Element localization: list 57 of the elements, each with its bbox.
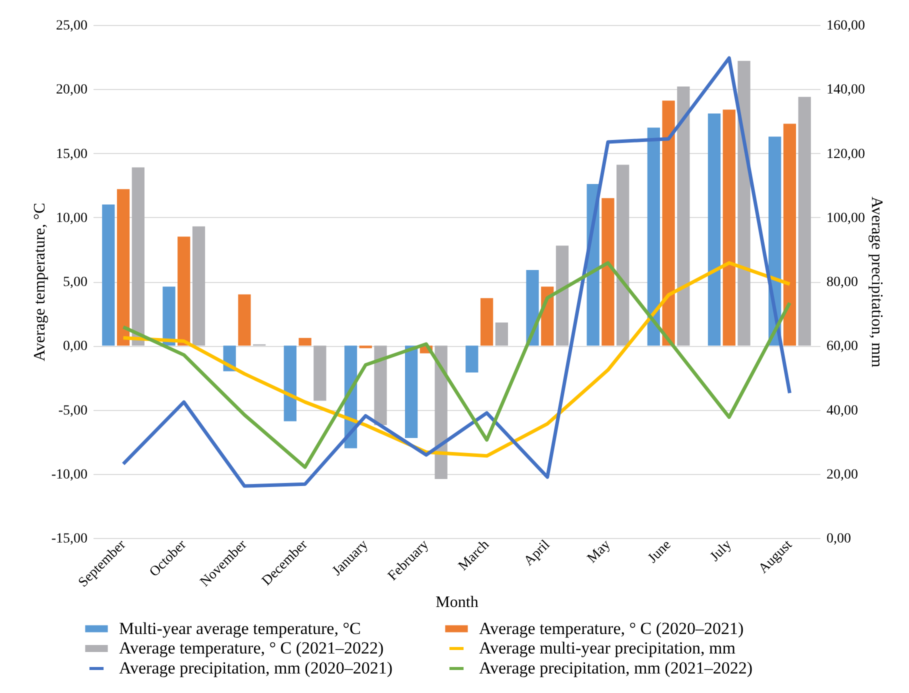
y-tick-label: 0,00	[63, 339, 88, 354]
bar	[116, 189, 130, 346]
bar	[708, 113, 721, 346]
bar	[102, 204, 115, 346]
y2-tick-label: 120,00	[826, 146, 865, 162]
x-axis-title: Month	[436, 594, 478, 611]
x-tick-label: July	[708, 538, 735, 565]
bar	[298, 338, 312, 346]
y-tick-label: 5,00	[63, 275, 88, 290]
bar	[556, 246, 569, 346]
bar	[132, 167, 144, 346]
y-tick-label: 25,00	[56, 18, 88, 34]
bar	[602, 198, 614, 346]
x-tick-label: May	[584, 538, 614, 566]
y-axis-title: Average temperature, °C	[31, 202, 48, 362]
legend-label: Average temperature, ° C (2020–2021)	[479, 618, 744, 638]
legend-label: Average temperature, ° C (2021–2022)	[119, 638, 384, 658]
bar	[405, 346, 418, 438]
bar	[616, 164, 630, 346]
bar	[466, 346, 478, 373]
bar	[374, 346, 387, 426]
bar	[480, 298, 494, 346]
legend-label: Average precipitation, mm (2021–2022)	[479, 658, 752, 678]
bar	[798, 96, 811, 346]
y2-tick-label: 80,00	[826, 275, 858, 290]
y2-tick-label: 100,00	[826, 210, 865, 226]
y2-tick-label: 0,00	[826, 532, 851, 546]
y2-tick-label: 160,00	[826, 18, 865, 34]
bar	[677, 86, 690, 346]
bar	[192, 226, 206, 346]
bar	[359, 346, 372, 348]
y-tick-label: -10,00	[51, 467, 88, 482]
legend-label: Average multi-year precipitation, mm	[479, 638, 736, 658]
bar	[662, 100, 675, 346]
bar	[647, 128, 660, 346]
legend-label: Average precipitation, mm (2020–2021)	[119, 658, 392, 678]
bar	[314, 346, 326, 401]
legend-label: Multi-year average temperature, °C	[119, 618, 361, 638]
y-tick-label: 15,00	[56, 146, 88, 162]
y-tick-label: -5,00	[58, 403, 88, 418]
bar	[495, 322, 508, 346]
line-series	[122, 56, 792, 488]
y2-tick-label: 140,00	[826, 82, 865, 98]
y2-axis-title: Average precipitation, mm	[868, 196, 885, 368]
x-tick-label: June	[645, 538, 674, 566]
bar	[238, 294, 251, 346]
y2-tick-label: 60,00	[826, 339, 858, 354]
bar	[722, 110, 736, 346]
bar	[783, 124, 796, 346]
y2-tick-label: 20,00	[826, 467, 858, 482]
y-tick-label: 10,00	[56, 210, 88, 226]
bar	[162, 286, 176, 346]
bar	[284, 346, 296, 422]
y2-tick-label: 40,00	[826, 403, 858, 418]
bar	[738, 60, 750, 346]
y-tick-label: 20,00	[56, 82, 88, 98]
bar	[178, 236, 190, 346]
